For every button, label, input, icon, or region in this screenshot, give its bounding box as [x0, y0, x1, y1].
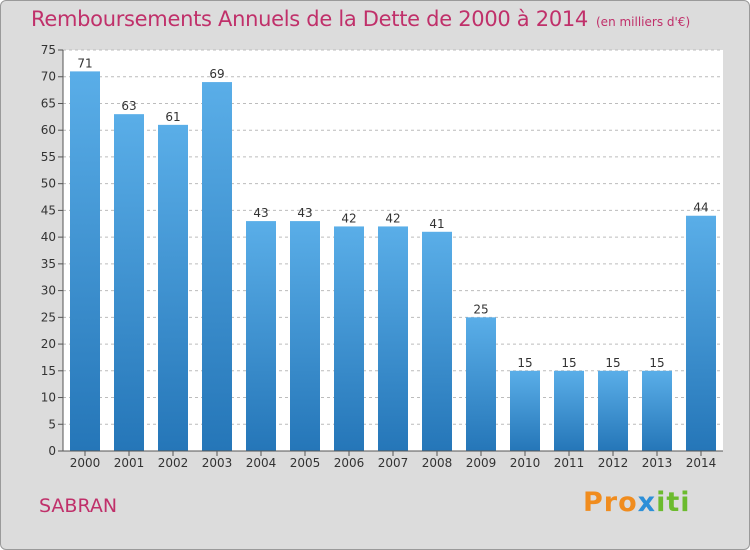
- bar-2010: [510, 370, 540, 451]
- y-tick-label: 50: [41, 177, 56, 191]
- bar-2014: [686, 215, 716, 451]
- bar-value-label: 43: [253, 206, 268, 220]
- bar-2007: [378, 226, 408, 451]
- bar-2011: [554, 370, 584, 451]
- x-tick-label: 2011: [554, 456, 585, 470]
- bar-2001: [114, 114, 144, 451]
- y-tick-label: 35: [41, 257, 56, 271]
- bar-value-label: 44: [693, 201, 708, 215]
- x-tick-label: 2002: [158, 456, 189, 470]
- chart-title-text: Remboursements Annuels de la Dette de 20…: [31, 7, 588, 31]
- x-tick-label: 2008: [422, 456, 453, 470]
- y-tick-label: 10: [41, 391, 56, 405]
- x-tick-label: 2012: [598, 456, 629, 470]
- bar-2004: [246, 221, 276, 451]
- bar-value-label: 71: [77, 56, 92, 70]
- x-tick-label: 2013: [642, 456, 673, 470]
- y-tick-label: 15: [41, 364, 56, 378]
- bar-2006: [334, 226, 364, 451]
- y-tick-label: 20: [41, 337, 56, 351]
- y-tick-label: 55: [41, 150, 56, 164]
- x-tick-label: 2000: [70, 456, 101, 470]
- bar-value-label: 69: [209, 67, 224, 81]
- logo-part-2: x: [637, 487, 657, 518]
- y-tick-label: 0: [48, 444, 56, 458]
- bar-value-label: 42: [341, 211, 356, 225]
- bars: 71 63 61 69 43 43 42 42 41 25 15 15 15 15 44: [70, 56, 716, 452]
- bar-value-label: 15: [517, 356, 532, 370]
- y-tick-label: 60: [41, 123, 56, 137]
- bar-2009: [466, 317, 496, 451]
- chart-unit: (en milliers d'€): [596, 15, 691, 29]
- x-tick-label: 2005: [290, 456, 321, 470]
- x-tick-label: 2007: [378, 456, 409, 470]
- bar-value-label: 25: [473, 302, 488, 316]
- y-tick-label: 40: [41, 230, 56, 244]
- bar-value-label: 15: [649, 356, 664, 370]
- logo-part-1: Pro: [583, 487, 638, 518]
- commune-name: SABRAN: [39, 495, 118, 517]
- x-tick-label: 2010: [510, 456, 541, 470]
- bar-value-label: 61: [165, 110, 180, 124]
- bar-value-label: 41: [429, 217, 444, 231]
- bar-2012: [598, 370, 628, 451]
- bar-2000: [70, 71, 100, 452]
- y-tick-label: 65: [41, 96, 56, 110]
- logo-part-3: iti: [656, 487, 691, 518]
- x-tick-label: 2004: [246, 456, 277, 470]
- bar-2002: [158, 124, 188, 451]
- proxiti-logo: Proxiti: [583, 487, 691, 518]
- y-axis: 0 5 10 15 20 25 30 35 40 45 50 55 60 65 70 75: [41, 43, 64, 458]
- bar-value-label: 15: [561, 356, 576, 370]
- x-tick-label: 2009: [466, 456, 497, 470]
- y-tick-label: 30: [41, 284, 56, 298]
- y-tick-label: 25: [41, 310, 56, 324]
- x-axis: 2000 2001 2002 2003 2004 2005 2006 2007 2008 2009…: [63, 450, 723, 470]
- y-tick-label: 5: [48, 417, 56, 431]
- bar-value-label: 15: [605, 356, 620, 370]
- bar-2008: [422, 231, 452, 451]
- x-tick-label: 2001: [114, 456, 145, 470]
- y-tick-label: 75: [41, 43, 56, 57]
- x-tick-label: 2014: [686, 456, 717, 470]
- bar-value-label: 43: [297, 206, 312, 220]
- y-tick-label: 70: [41, 70, 56, 84]
- x-tick-label: 2006: [334, 456, 365, 470]
- y-tick-label: 45: [41, 203, 56, 217]
- bar-value-label: 63: [121, 99, 136, 113]
- bar-2003: [202, 82, 232, 451]
- bar-2005: [290, 221, 320, 451]
- chart-title: Remboursements Annuels de la Dette de 20…: [31, 7, 690, 31]
- bar-value-label: 42: [385, 211, 400, 225]
- x-tick-label: 2003: [202, 456, 233, 470]
- bar-2013: [642, 370, 672, 451]
